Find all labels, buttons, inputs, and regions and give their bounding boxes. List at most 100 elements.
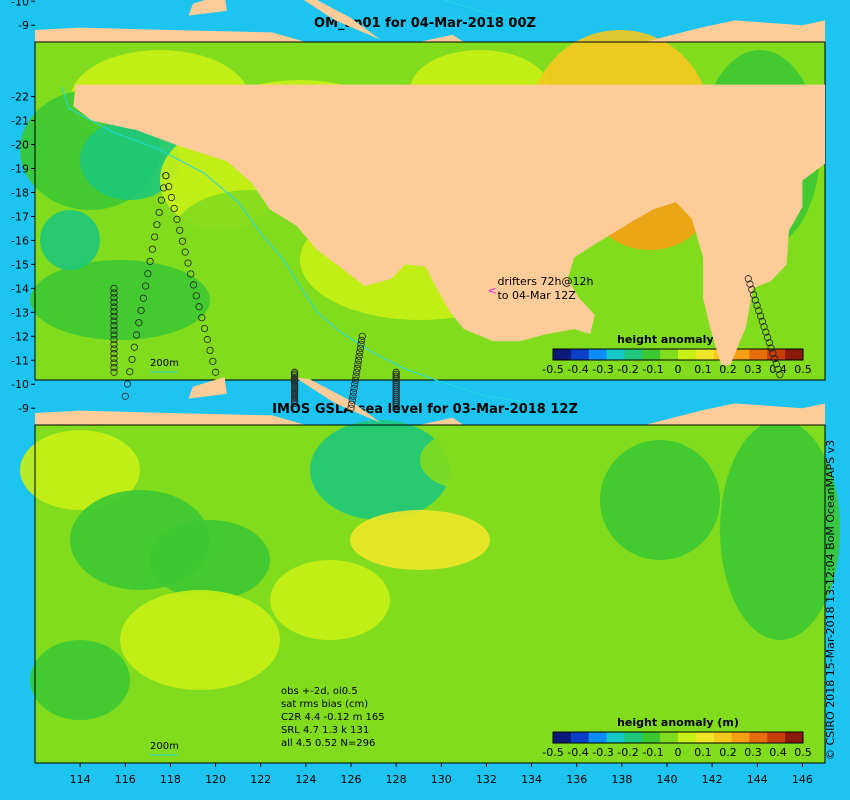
colorbar-swatch	[624, 732, 643, 743]
stats-line: SRL 4.7 1.3 k 131	[281, 725, 369, 736]
altimeter-obs	[198, 314, 206, 322]
altimeter-obs	[211, 368, 220, 376]
altimeter-obs	[167, 193, 176, 202]
lat-tick-label: -9	[18, 402, 29, 415]
island	[35, 410, 306, 425]
altimeter-obs	[765, 339, 773, 347]
colorbar-swatch	[749, 732, 768, 743]
altimeter-obs	[153, 221, 161, 229]
lat-tick-label: -18	[11, 186, 29, 199]
top-panel-title: OM_an01 for 04-Mar-2018 00Z	[314, 16, 536, 31]
lon-tick-label: 132	[476, 773, 497, 786]
colorbar-tick-label: 0.1	[694, 746, 712, 759]
altimeter-obs	[769, 349, 777, 357]
altimeter-obs	[760, 323, 768, 331]
altimeter-obs	[392, 374, 400, 382]
altimeter-obs	[162, 172, 170, 180]
altimeter-obs	[392, 400, 400, 408]
altimeter-obs	[351, 376, 359, 384]
anomaly-patch	[350, 510, 490, 570]
altimeter-obs	[110, 289, 118, 297]
colorbar-tick-label: -0.2	[617, 746, 638, 759]
island	[188, 0, 227, 16]
map-frame	[34, 424, 826, 764]
altimeter-obs	[758, 317, 766, 325]
altimeter-obs	[756, 312, 765, 320]
altimeter-obs	[772, 360, 780, 368]
altimeter-obs	[753, 301, 761, 310]
island	[418, 417, 464, 425]
colorbar-swatch	[785, 732, 804, 743]
colorbar-tick-label: -0.3	[592, 363, 613, 376]
altimeter-obs	[392, 380, 400, 388]
colorbar-tick-label: 0.3	[744, 746, 762, 759]
altimeter-obs	[748, 285, 756, 294]
isobath-200m	[61, 86, 521, 402]
lon-tick-label: 138	[611, 773, 632, 786]
stats-line: sat rms bias (cm)	[281, 699, 368, 710]
colorbar-tick-label: 0.1	[694, 363, 712, 376]
altimeter-obs	[110, 350, 118, 358]
altimeter-obs	[358, 332, 366, 340]
altimeter-obs	[392, 396, 400, 404]
altimeter-obs	[290, 373, 299, 382]
colorbar-swatch	[642, 349, 661, 360]
altimeter-obs	[121, 392, 129, 400]
altimeter-obs	[352, 372, 360, 380]
altimeter-obs	[347, 404, 355, 412]
lon-tick-label: 120	[205, 773, 226, 786]
altimeter-obs	[770, 355, 779, 363]
colorbar-tick-label: 0.3	[744, 363, 762, 376]
colorbar-tick-label: -0.4	[567, 746, 588, 759]
altimeter-obs	[290, 380, 299, 388]
colorbar-tick-label: -0.1	[642, 746, 663, 759]
colorbar-tick-label: -0.3	[592, 746, 613, 759]
isobath-label: 200m	[150, 358, 179, 369]
altimeter-obs	[349, 388, 358, 396]
altimeter-obs	[392, 384, 400, 392]
altimeter-obs	[290, 375, 299, 383]
altimeter-obs	[144, 270, 152, 278]
lon-tick-label: 142	[702, 773, 723, 786]
altimeter-obs	[178, 237, 187, 245]
altimeter-obs	[132, 331, 141, 339]
colorbar-tick-label: -0.4	[567, 363, 588, 376]
altimeter-obs	[755, 307, 763, 315]
altimeter-obs	[110, 294, 118, 302]
altimeter-obs	[290, 385, 299, 394]
colorbar-frame	[552, 731, 804, 744]
colorbar-swatch	[731, 732, 750, 743]
colorbar-swatch	[570, 349, 590, 360]
altimeter-obs	[290, 396, 299, 404]
colorbar-swatch	[749, 349, 768, 360]
island	[188, 377, 227, 399]
anomaly-patch	[600, 440, 720, 560]
altimeter-obs	[774, 365, 782, 373]
island	[294, 377, 381, 423]
lat-tick-label: -10	[11, 378, 29, 391]
colorbar-tick-label: 0.2	[719, 746, 737, 759]
colorbar-swatch	[642, 732, 661, 743]
island	[418, 34, 464, 42]
altimeter-obs	[155, 208, 163, 217]
altimeter-obs	[110, 331, 118, 339]
anomaly-patch	[270, 560, 390, 640]
colorbar-tick-label: -0.5	[542, 363, 563, 376]
lat-tick-label: -12	[11, 330, 29, 343]
australia-land	[35, 84, 825, 366]
altimeter-obs	[355, 352, 363, 360]
altimeter-obs	[356, 344, 365, 352]
colorbar-swatch	[731, 349, 750, 360]
colorbar-tick-label: 0	[675, 363, 682, 376]
anomaly-patch	[30, 260, 210, 340]
lon-tick-label: 136	[566, 773, 587, 786]
altimeter-obs	[110, 336, 118, 344]
colorbar-swatch	[570, 732, 590, 743]
altimeter-obs	[157, 196, 165, 204]
altimeter-obs	[130, 343, 138, 351]
altimeter-obs	[290, 368, 299, 376]
altimeter-obs	[348, 396, 356, 404]
altimeter-obs	[767, 344, 775, 352]
lon-tick-label: 124	[295, 773, 316, 786]
anomaly-patch	[420, 430, 520, 490]
